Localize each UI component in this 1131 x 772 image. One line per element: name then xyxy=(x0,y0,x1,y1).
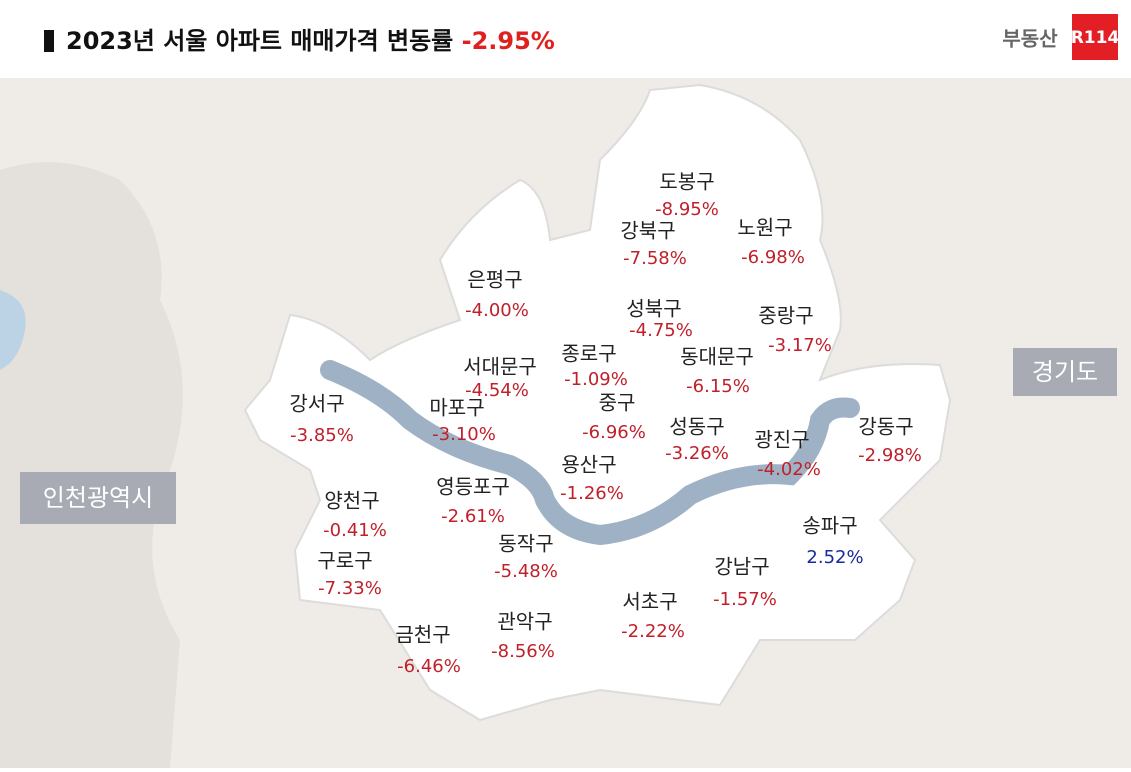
district-change: 2.52% xyxy=(806,547,863,568)
district-name: 송파구 xyxy=(802,514,857,538)
district-change: -6.98% xyxy=(741,247,805,268)
district-name: 종로구 xyxy=(561,342,616,366)
district-name: 양천구 xyxy=(324,489,379,513)
title-total: -2.95% xyxy=(462,27,555,55)
district-name: 마포구 xyxy=(429,396,484,420)
district-change: -1.26% xyxy=(560,483,624,504)
district-change: -3.26% xyxy=(665,443,729,464)
logo-text: 부동산 xyxy=(1002,27,1058,51)
seoul-land xyxy=(243,83,952,722)
district-change: -2.61% xyxy=(441,506,505,527)
district-name: 동작구 xyxy=(498,532,553,556)
district-name: 강남구 xyxy=(714,555,769,579)
district-change: -7.58% xyxy=(623,248,687,269)
district-change: -6.46% xyxy=(397,656,461,677)
district-name: 서대문구 xyxy=(463,355,537,379)
district-change: -0.41% xyxy=(323,520,387,541)
district-name: 관악구 xyxy=(497,610,552,634)
district-name: 강북구 xyxy=(620,219,675,243)
district-name: 구로구 xyxy=(317,549,372,573)
district-name: 은평구 xyxy=(467,268,522,292)
land-west xyxy=(0,162,183,768)
han-river xyxy=(320,360,860,546)
district-name: 광진구 xyxy=(754,428,809,452)
district-change: -1.09% xyxy=(564,369,628,390)
region-label: 경기도 xyxy=(1032,358,1098,386)
sea xyxy=(0,290,26,370)
district-change: -3.85% xyxy=(290,425,354,446)
district-name: 도봉구 xyxy=(659,170,714,194)
district-change: -6.96% xyxy=(582,422,646,443)
district-name: 강서구 xyxy=(289,392,344,416)
district-name: 성북구 xyxy=(626,297,681,321)
district-change: -5.48% xyxy=(494,561,558,582)
district-name: 영등포구 xyxy=(436,475,510,499)
header-bar xyxy=(0,0,1131,78)
district-name: 금천구 xyxy=(395,623,450,647)
district-change: -3.17% xyxy=(768,335,832,356)
district-name: 서초구 xyxy=(622,590,677,614)
district-name: 노원구 xyxy=(737,216,792,240)
district-change: -7.33% xyxy=(318,578,382,599)
district-change: -6.15% xyxy=(686,376,750,397)
district-name: 중구 xyxy=(599,391,636,415)
district-name: 용산구 xyxy=(561,453,616,477)
district-change: -4.54% xyxy=(465,380,529,401)
district-name: 동대문구 xyxy=(680,345,754,369)
district-name: 성동구 xyxy=(669,415,724,439)
region-box xyxy=(1013,348,1117,396)
title-text: 2023년 서울 아파트 매매가격 변동률 xyxy=(66,27,453,55)
logo-badge xyxy=(1072,14,1118,60)
district-name: 중랑구 xyxy=(758,304,813,328)
title: 2023년 서울 아파트 매매가격 변동률 -2.95% xyxy=(66,27,555,55)
district-change: -4.02% xyxy=(757,459,821,480)
logo-badge-text: R114 xyxy=(1071,28,1120,48)
district-change: -3.10% xyxy=(432,424,496,445)
region-box xyxy=(20,472,176,524)
region-label: 인천광역시 xyxy=(43,484,153,512)
title-marker xyxy=(44,30,54,52)
district-labels: 도봉구-8.95%강북구-7.58%노원구-6.98%은평구-4.00% 성북구-… xyxy=(289,170,921,678)
district-change: -2.22% xyxy=(621,621,685,642)
district-change: -8.56% xyxy=(491,641,555,662)
district-change: -4.00% xyxy=(465,300,529,321)
district-change: -8.95% xyxy=(655,199,719,220)
district-change: -4.75% xyxy=(629,320,693,341)
district-change: -1.57% xyxy=(713,589,777,610)
district-change: -2.98% xyxy=(858,445,922,466)
district-name: 강동구 xyxy=(858,415,913,439)
